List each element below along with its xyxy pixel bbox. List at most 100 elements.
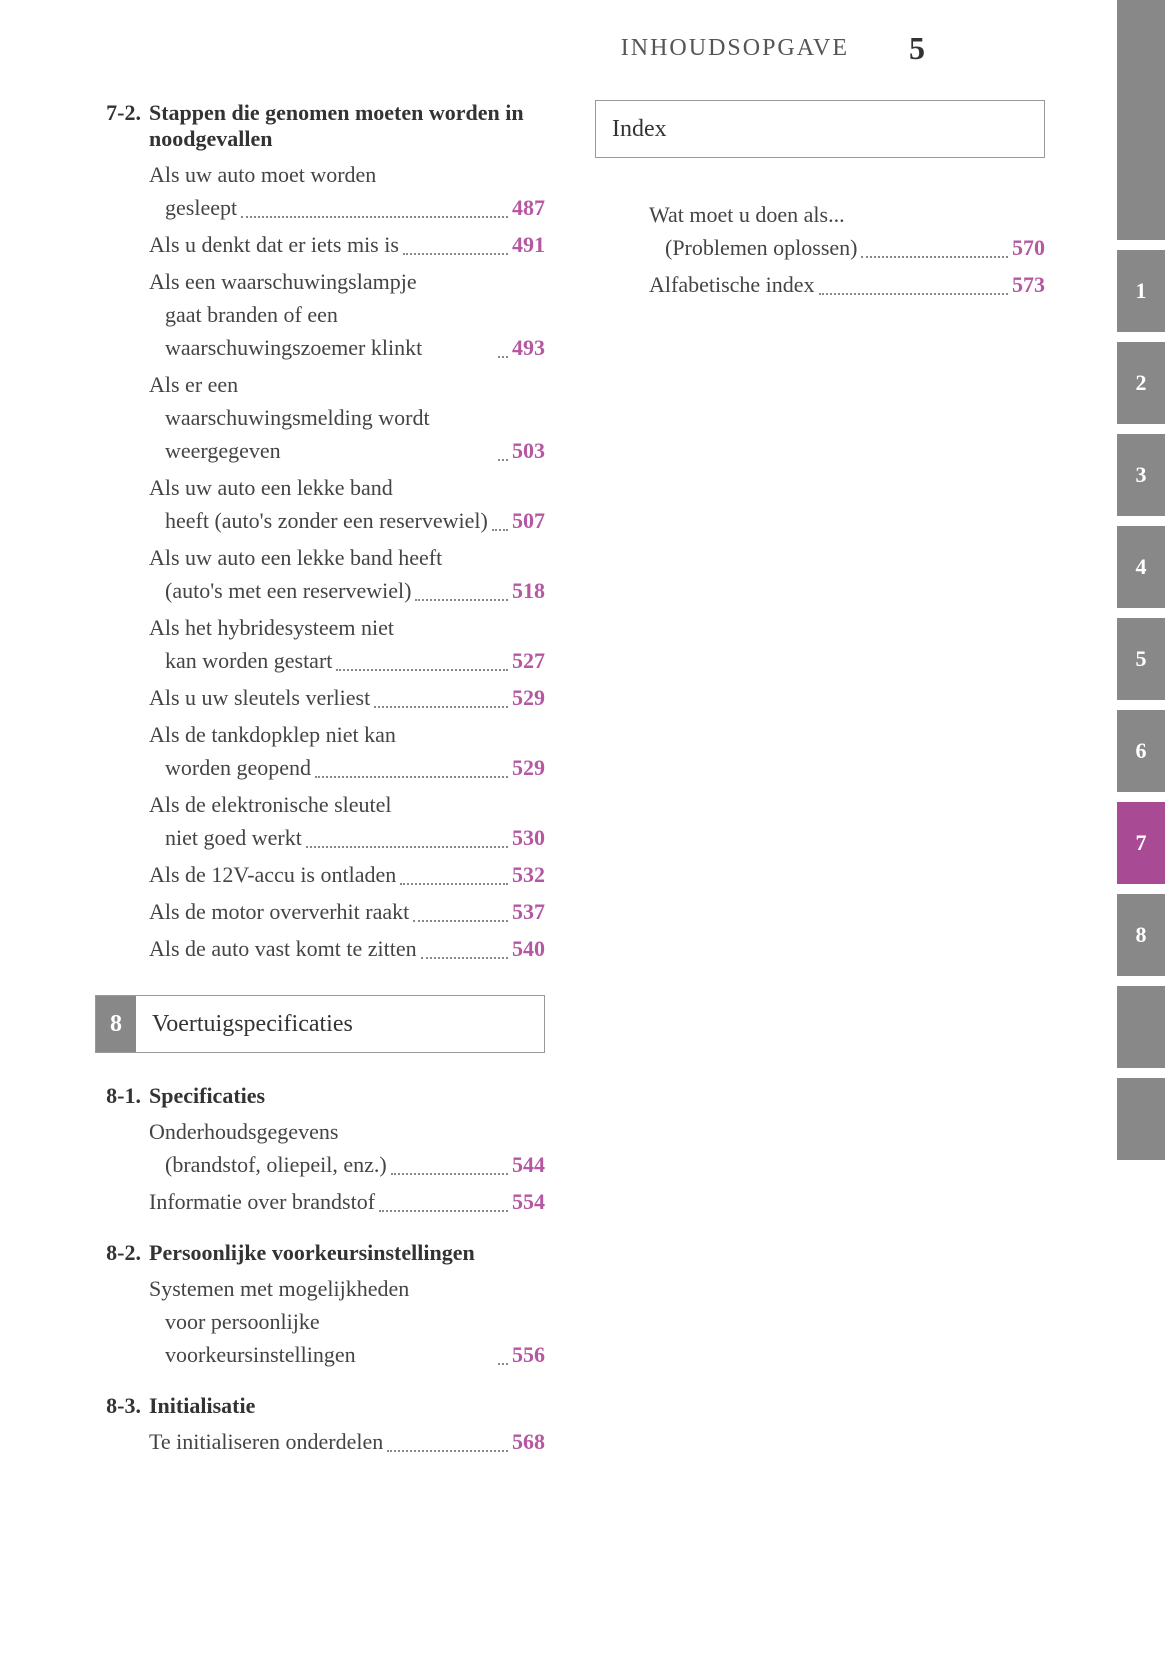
toc-text-cont: voor persoonlijke voorkeursinstellingen xyxy=(149,1305,494,1371)
toc-item[interactable]: Als de auto vast komt te zitten 540 xyxy=(149,932,545,965)
toc-text: Als u uw sleutels verliest xyxy=(149,681,370,714)
toc-item[interactable]: Als de elektronische sleutelniet goed we… xyxy=(149,788,545,854)
sub-section-title: Specificaties xyxy=(149,1083,545,1109)
toc-page: 518 xyxy=(512,574,545,607)
toc-item[interactable]: Als uw auto een lekke band heeft(auto's … xyxy=(149,541,545,607)
sub-section-header: 8-3. Initialisatie xyxy=(95,1393,545,1419)
toc-leader xyxy=(415,599,508,601)
sub-section-header: 8-1. Specificaties xyxy=(95,1083,545,1109)
toc-item[interactable]: Als u denkt dat er iets mis is 491 xyxy=(149,228,545,261)
toc-leader xyxy=(241,216,508,218)
toc-leader xyxy=(492,529,508,531)
toc-text-cont: niet goed werkt xyxy=(149,821,302,854)
toc-page: 570 xyxy=(1012,231,1045,264)
toc-leader xyxy=(374,706,508,708)
side-tab-4[interactable]: 4 xyxy=(1117,526,1165,608)
sub-section-header: 8-2. Persoonlijke voorkeursinstellingen xyxy=(95,1240,545,1266)
toc-item[interactable]: Als er eenwaarschuwingsmelding wordt wee… xyxy=(149,368,545,467)
toc-text-cont: heeft (auto's zonder een reservewiel) xyxy=(149,504,488,537)
toc-text: Als uw auto een lekke band xyxy=(149,471,545,504)
toc-leader xyxy=(498,459,508,461)
toc-item[interactable]: Als u uw sleutels verliest529 xyxy=(149,681,545,714)
toc-page: 554 xyxy=(512,1185,545,1218)
toc-item[interactable]: Als een waarschuwingslampjegaat branden … xyxy=(149,265,545,364)
side-tab-7[interactable]: 7 xyxy=(1117,802,1165,884)
toc-page: 491 xyxy=(512,228,545,261)
page-number: 5 xyxy=(909,30,925,67)
sub-section-title: Persoonlijke voorkeursinstellingen xyxy=(149,1240,545,1266)
toc-item[interactable]: Als het hybridesysteem nietkan worden ge… xyxy=(149,611,545,677)
toc-item[interactable]: Alfabetische index 573 xyxy=(649,268,1045,301)
side-tab-5[interactable]: 5 xyxy=(1117,618,1165,700)
header-title: INHOUDSOPGAVE xyxy=(621,35,849,62)
left-column: 7-2.Stappen die genomen moeten worden in… xyxy=(95,100,545,1480)
toc-text: Als de elektronische sleutel xyxy=(149,788,545,821)
side-tab-6[interactable]: 6 xyxy=(1117,710,1165,792)
toc-page: 527 xyxy=(512,644,545,677)
toc-item[interactable]: Systemen met mogelijkhedenvoor persoonli… xyxy=(149,1272,545,1371)
sub-section-number: 7-2. xyxy=(95,100,141,152)
toc-text: Onderhoudsgegevens xyxy=(149,1115,545,1148)
toc-page: 507 xyxy=(512,504,545,537)
toc-text: Als de motor oververhit raakt xyxy=(149,895,409,928)
content-area: 7-2.Stappen die genomen moeten worden in… xyxy=(95,100,1055,1480)
chapter-box-8[interactable]: 8Voertuigspecificaties xyxy=(95,995,545,1053)
toc-leader xyxy=(306,846,508,848)
toc-page: 544 xyxy=(512,1148,545,1181)
toc-entries: Systemen met mogelijkhedenvoor persoonli… xyxy=(149,1272,545,1371)
side-tab-8[interactable]: 8 xyxy=(1117,894,1165,976)
side-tab-2[interactable]: 2 xyxy=(1117,342,1165,424)
toc-page: 540 xyxy=(512,932,545,965)
toc-item[interactable]: Als de 12V-accu is ontladen 532 xyxy=(149,858,545,891)
toc-text: Als uw auto een lekke band heeft xyxy=(149,541,545,574)
toc-item[interactable]: Als de tankdopklep niet kanworden geopen… xyxy=(149,718,545,784)
toc-text-cont: gaat branden of een waarschuwingszoemer … xyxy=(149,298,494,364)
sub-section-number: 8-2. xyxy=(95,1240,141,1266)
toc-entries: Wat moet u doen als...(Problemen oplosse… xyxy=(649,198,1045,301)
toc-page: 573 xyxy=(1012,268,1045,301)
sub-section-number: 8-1. xyxy=(95,1083,141,1109)
toc-text: Informatie over brandstof xyxy=(149,1185,375,1218)
toc-text: Als u denkt dat er iets mis is xyxy=(149,228,399,261)
toc-text: Als de auto vast komt te zitten xyxy=(149,932,417,965)
toc-text: Als de 12V-accu is ontladen xyxy=(149,858,396,891)
sub-section-title: Initialisatie xyxy=(149,1393,545,1419)
toc-leader xyxy=(403,253,508,255)
toc-leader xyxy=(421,957,508,959)
toc-leader xyxy=(336,669,508,671)
chapter-title: Voertuigspecificaties xyxy=(136,996,544,1052)
toc-text: Als er een xyxy=(149,368,545,401)
toc-page: 487 xyxy=(512,191,545,224)
toc-text-cont: (auto's met een reservewiel) xyxy=(149,574,411,607)
toc-leader xyxy=(861,256,1008,258)
tab-spacer-1 xyxy=(1117,986,1165,1068)
toc-item[interactable]: Wat moet u doen als...(Problemen oplosse… xyxy=(649,198,1045,264)
tab-spacer-2 xyxy=(1117,1078,1165,1160)
sub-section-number: 8-3. xyxy=(95,1393,141,1419)
toc-item[interactable]: Onderhoudsgegevens(brandstof, oliepeil, … xyxy=(149,1115,545,1181)
toc-item[interactable]: Informatie over brandstof 554 xyxy=(149,1185,545,1218)
side-tabs: 1 2 3 4 5 6 7 8 xyxy=(1117,0,1165,1653)
toc-text-cont: kan worden gestart xyxy=(149,644,332,677)
toc-text-cont: worden geopend xyxy=(149,751,311,784)
toc-leader xyxy=(379,1210,508,1212)
side-tab-1[interactable]: 1 xyxy=(1117,250,1165,332)
toc-text-cont: (Problemen oplossen) xyxy=(649,231,857,264)
toc-text: Wat moet u doen als... xyxy=(649,198,1045,231)
toc-text-cont: waarschuwingsmelding wordt weergegeven xyxy=(149,401,494,467)
toc-text: Systemen met mogelijkheden xyxy=(149,1272,545,1305)
toc-text: Alfabetische index xyxy=(649,268,815,301)
toc-page: 503 xyxy=(512,434,545,467)
toc-text-cont: gesleept xyxy=(149,191,237,224)
index-box[interactable]: Index xyxy=(595,100,1045,158)
sub-section-header: 7-2.Stappen die genomen moeten worden in… xyxy=(95,100,545,152)
toc-leader xyxy=(498,1363,508,1365)
toc-page: 532 xyxy=(512,858,545,891)
toc-page: 568 xyxy=(512,1425,545,1458)
toc-item[interactable]: Als uw auto moet wordengesleept487 xyxy=(149,158,545,224)
toc-item[interactable]: Als uw auto een lekke bandheeft (auto's … xyxy=(149,471,545,537)
toc-leader xyxy=(315,776,508,778)
toc-item[interactable]: Te initialiseren onderdelen568 xyxy=(149,1425,545,1458)
toc-item[interactable]: Als de motor oververhit raakt537 xyxy=(149,895,545,928)
side-tab-3[interactable]: 3 xyxy=(1117,434,1165,516)
